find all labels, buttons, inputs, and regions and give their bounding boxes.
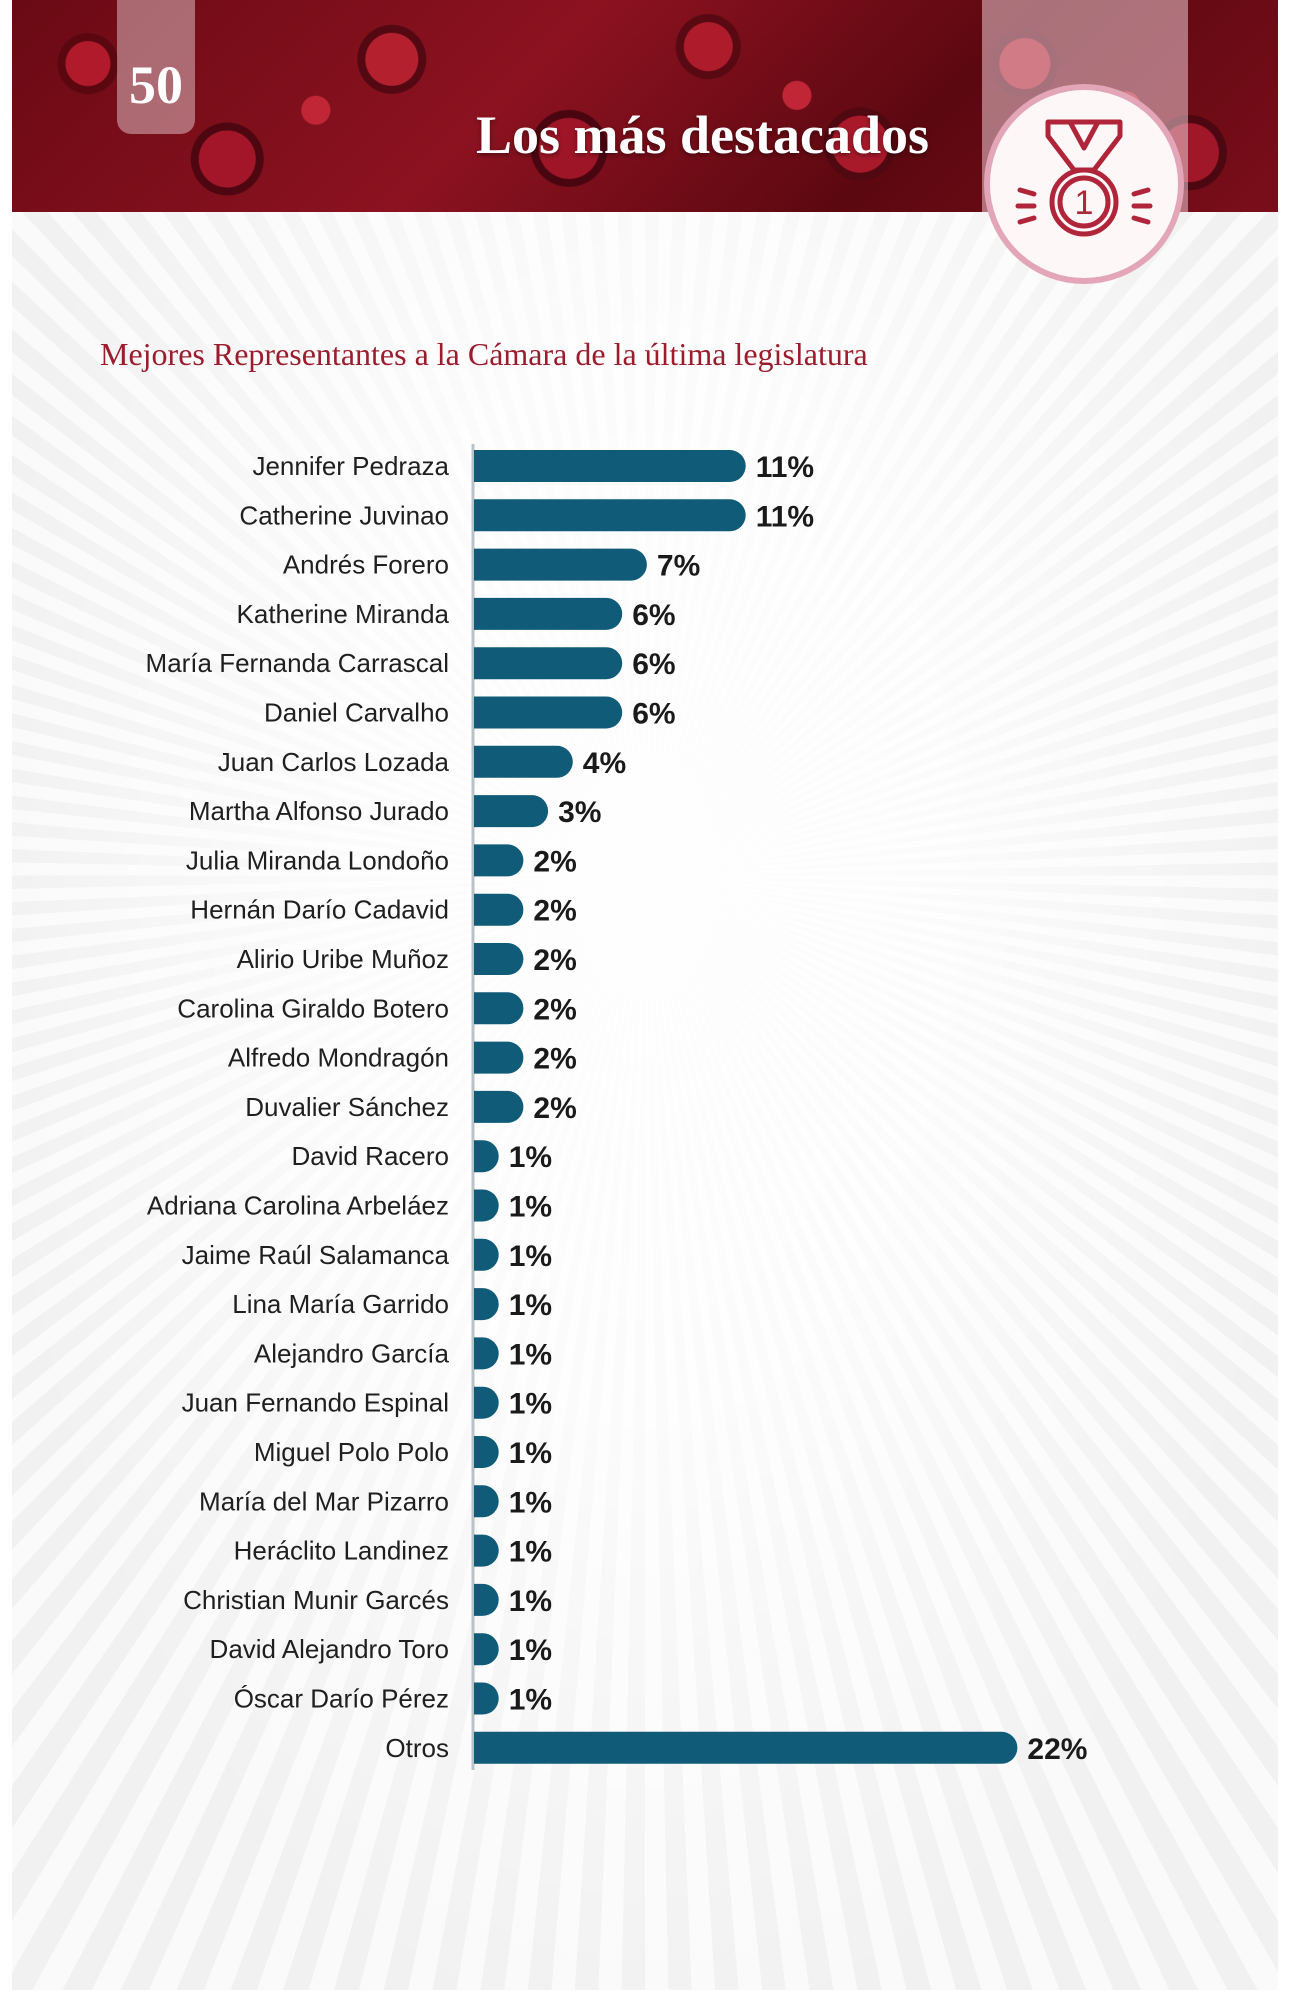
value-label: 1% <box>509 1536 552 1569</box>
bar <box>474 1386 499 1419</box>
category-label: Hernán Darío Cadavid <box>190 895 449 925</box>
value-label: 1% <box>509 1388 552 1421</box>
category-label: Daniel Carvalho <box>264 698 449 728</box>
category-label: Lina María Garrido <box>232 1289 449 1319</box>
value-label: 11% <box>756 451 814 484</box>
value-label: 1% <box>509 1289 552 1322</box>
category-label: Christian Munir Garcés <box>183 1585 449 1615</box>
value-label: 2% <box>533 845 576 878</box>
category-label: Katherine Miranda <box>237 599 450 629</box>
value-label: 1% <box>509 1486 552 1519</box>
value-label: 7% <box>657 550 700 583</box>
category-label: Alejandro García <box>254 1338 450 1368</box>
bar <box>474 1583 499 1616</box>
bar <box>474 1485 499 1518</box>
category-label: Miguel Polo Polo <box>254 1437 449 1467</box>
category-label: Jaime Raúl Salamanca <box>182 1240 450 1270</box>
value-label: 1% <box>509 1684 552 1717</box>
page-number-tab: 50 <box>117 0 195 134</box>
value-label: 1% <box>509 1191 552 1224</box>
bar <box>474 745 573 778</box>
bar <box>474 548 647 581</box>
bar <box>474 1436 499 1468</box>
bar <box>474 943 524 975</box>
value-label: 6% <box>632 599 675 632</box>
value-label: 2% <box>533 1092 576 1125</box>
chart-title: Mejores Representantes a la Cámara de la… <box>100 336 868 372</box>
value-label: 6% <box>632 648 675 681</box>
category-label: David Alejandro Toro <box>210 1634 449 1664</box>
value-label: 3% <box>558 796 601 829</box>
page-background <box>12 0 1278 1990</box>
bar <box>474 1238 499 1271</box>
bar <box>474 499 746 532</box>
background-glow <box>12 0 1278 1990</box>
value-label: 2% <box>533 895 576 928</box>
bar <box>474 1189 499 1222</box>
bar <box>474 647 623 680</box>
bar <box>474 795 549 828</box>
category-label: Alfredo Mondragón <box>228 1043 449 1073</box>
value-label: 2% <box>533 993 576 1026</box>
value-label: 2% <box>533 944 576 977</box>
category-label: David Racero <box>291 1141 449 1171</box>
category-label: Martha Alfonso Jurado <box>189 796 449 826</box>
value-label: 1% <box>509 1585 552 1618</box>
bar <box>474 696 623 729</box>
category-label: Julia Miranda Londoño <box>186 845 449 875</box>
category-label: Catherine Juvinao <box>239 500 449 530</box>
bar <box>474 450 746 482</box>
bar <box>474 1337 499 1370</box>
category-label: María del Mar Pizarro <box>199 1486 449 1516</box>
bar <box>474 1633 499 1666</box>
category-label: Carolina Giraldo Botero <box>177 993 449 1023</box>
category-label: Juan Carlos Lozada <box>218 747 450 777</box>
bars-group: Jennifer Pedraza 11% Catherine Juvinao 11% A… <box>146 450 1087 1766</box>
value-label: 4% <box>583 747 626 780</box>
category-label: Óscar Darío Pérez <box>234 1684 449 1714</box>
value-label: 11% <box>756 500 814 533</box>
value-label: 1% <box>509 1338 552 1371</box>
value-label: 6% <box>632 698 675 731</box>
category-label: Alirio Uribe Muñoz <box>237 944 449 974</box>
bar <box>474 844 524 877</box>
medal-badge: 1 <box>984 84 1184 284</box>
bar <box>474 1090 524 1123</box>
bar <box>474 1041 524 1074</box>
value-label: 22% <box>1027 1733 1087 1766</box>
category-label: Andrés Forero <box>283 550 449 580</box>
bar <box>474 1140 499 1173</box>
category-label: Jennifer Pedraza <box>252 451 449 481</box>
bar <box>474 893 524 926</box>
category-label: Adriana Carolina Arbeláez <box>147 1191 449 1221</box>
bar <box>474 1682 499 1715</box>
page-number: 50 <box>129 55 183 115</box>
medal-icon: 1 <box>1015 119 1153 237</box>
category-label: Heráclito Landinez <box>234 1536 449 1566</box>
bar <box>474 1534 499 1567</box>
value-label: 1% <box>509 1141 552 1174</box>
value-label: 1% <box>509 1240 552 1273</box>
category-label: Juan Fernando Espinal <box>182 1388 449 1418</box>
bar <box>474 1288 499 1321</box>
bar <box>474 597 623 630</box>
value-label: 2% <box>533 1043 576 1076</box>
bar <box>474 992 524 1025</box>
value-label: 1% <box>509 1634 552 1667</box>
section-title: Los más destacados <box>476 105 930 165</box>
category-label: Duvalier Sánchez <box>245 1092 449 1122</box>
value-label: 1% <box>509 1437 552 1470</box>
medal-number: 1 <box>1075 184 1094 222</box>
category-label: Otros <box>385 1733 449 1763</box>
bar <box>474 1731 1018 1764</box>
category-label: María Fernanda Carrascal <box>146 648 449 678</box>
